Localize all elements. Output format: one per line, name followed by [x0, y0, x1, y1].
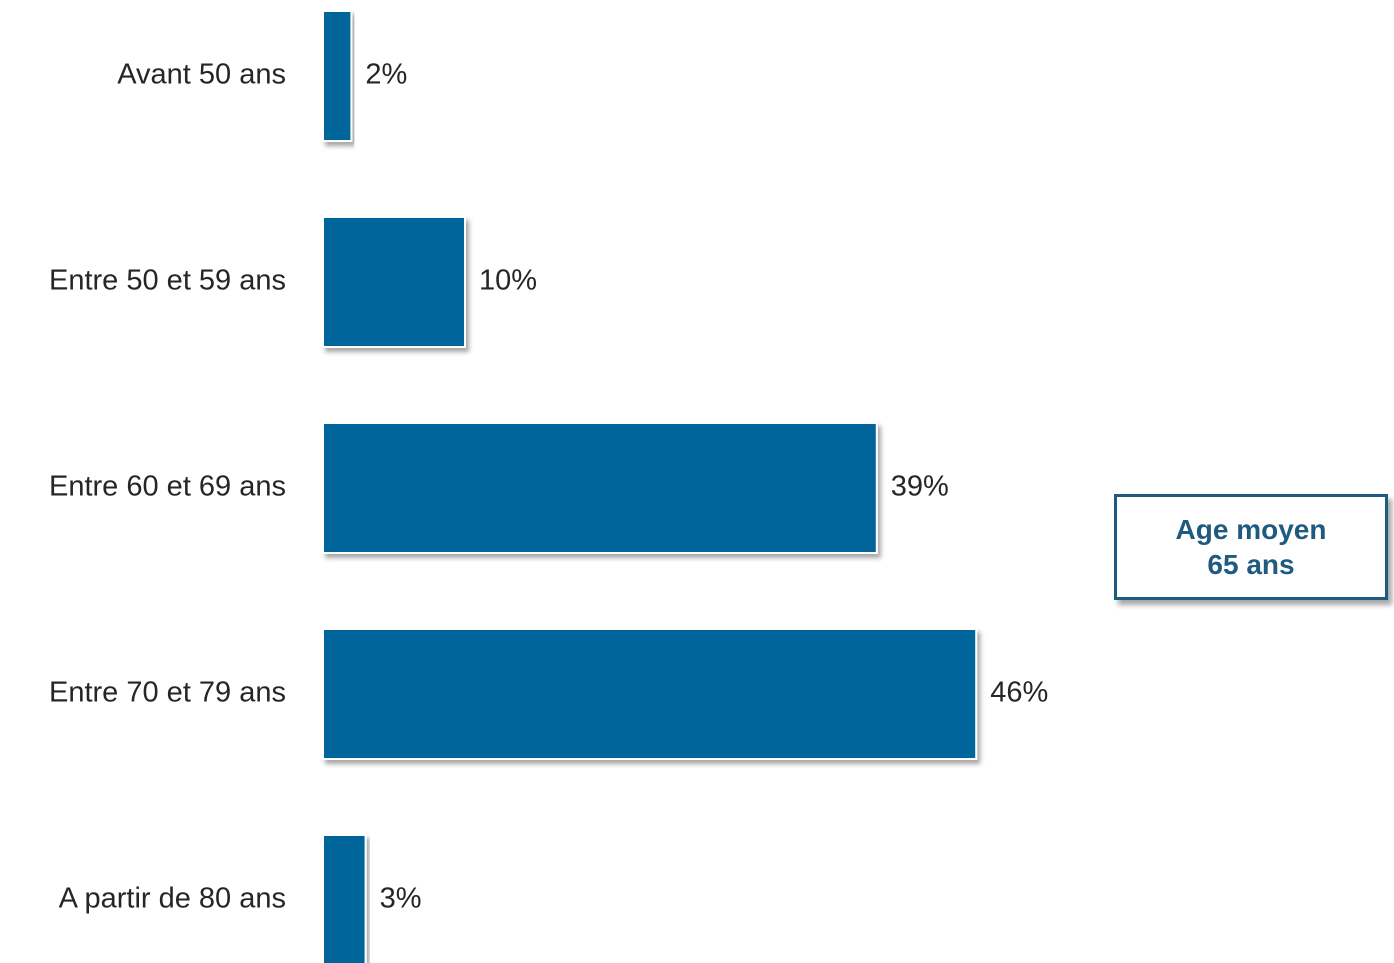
bar — [322, 216, 466, 348]
value-label: 39% — [891, 471, 949, 503]
bar — [322, 10, 353, 142]
value-labels-group: 2% 10% 39% 46% 3% — [365, 59, 1048, 915]
average-age-title: Age moyen — [1175, 514, 1327, 545]
category-label: Entre 60 et 69 ans — [49, 471, 286, 503]
value-label: 46% — [990, 677, 1048, 709]
category-label: Avant 50 ans — [117, 59, 286, 91]
bar — [322, 628, 978, 760]
value-label: 2% — [365, 59, 407, 91]
average-age-box: Age moyen 65 ans — [1114, 494, 1388, 600]
bar — [322, 834, 367, 963]
category-label: Entre 70 et 79 ans — [49, 677, 286, 709]
bars-group — [322, 10, 978, 963]
category-label: Entre 50 et 59 ans — [49, 265, 286, 297]
category-label: A partir de 80 ans — [59, 883, 286, 915]
value-label: 3% — [380, 883, 422, 915]
value-label: 10% — [479, 265, 537, 297]
category-labels-group: Avant 50 ans Entre 50 et 59 ans Entre 60 e… — [49, 59, 286, 915]
bar — [322, 422, 878, 554]
average-age-value: 65 ans — [1207, 549, 1295, 580]
